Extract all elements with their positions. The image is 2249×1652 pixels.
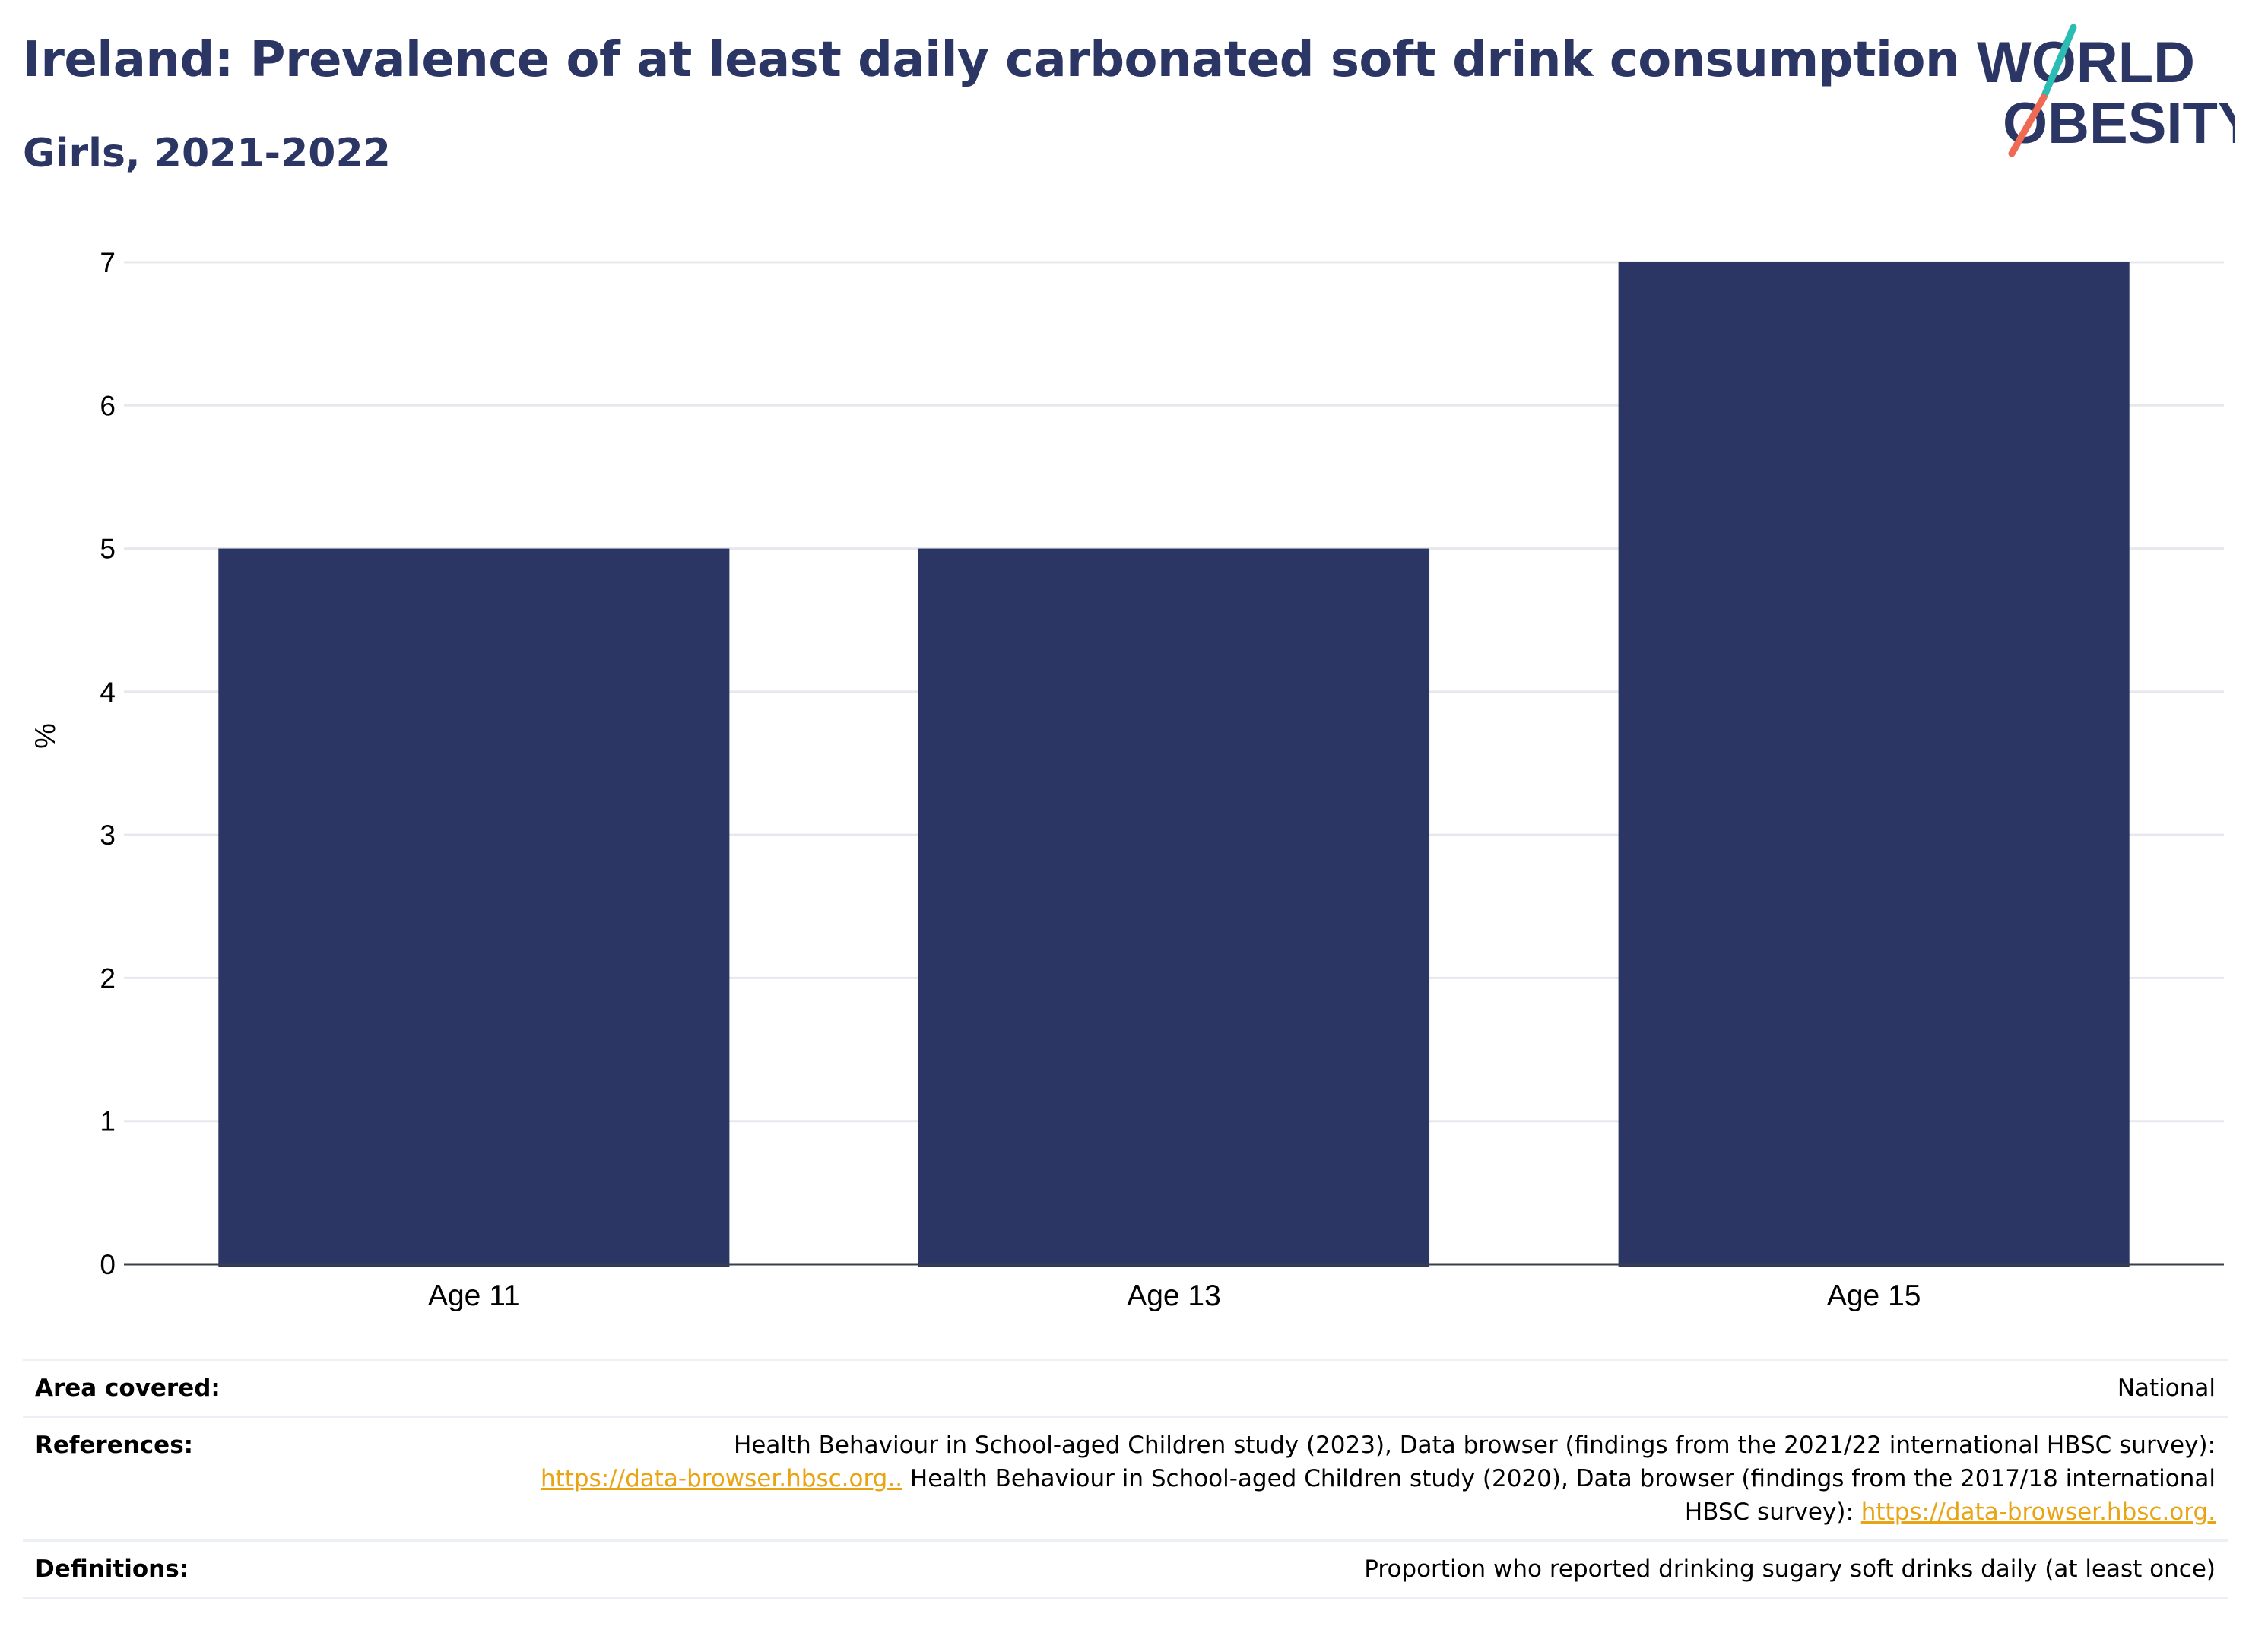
x-tick-label: Age 11 xyxy=(428,1279,520,1312)
definitions-label: Definitions: xyxy=(23,1539,473,1599)
chart-subtitle: Girls, 2021-2022 xyxy=(23,131,391,176)
bar-chart: 0 1 2 3 4 5 6 7 Age 11 Age 13 Age 15 % xyxy=(30,247,2224,1312)
references-label: References: xyxy=(23,1416,473,1542)
logo-slash-teal xyxy=(2040,24,2077,101)
y-tick-label: 0 xyxy=(100,1249,116,1280)
logo-slash-coral xyxy=(2008,94,2048,157)
axes: 0 1 2 3 4 5 6 7 Age 11 Age 13 Age 15 xyxy=(100,247,2224,1312)
y-tick-label: 5 xyxy=(100,534,116,565)
bar[interactable] xyxy=(918,548,1430,1267)
y-tick-label: 3 xyxy=(100,820,116,851)
references-link-2[interactable]: https://data-browser.hbsc.org. xyxy=(1860,1498,2216,1526)
bar[interactable] xyxy=(218,548,730,1267)
y-tick-label: 6 xyxy=(100,390,116,421)
logo-word-world: WORLD xyxy=(1977,30,2195,95)
area-value: National xyxy=(473,1359,2228,1418)
x-tick-label: Age 15 xyxy=(1827,1279,1921,1312)
world-obesity-logo: WORLD OBESITY xyxy=(1977,24,2235,157)
area-row: Area covered: National xyxy=(23,1359,2228,1418)
definitions-row: Definitions: Proportion who reported dri… xyxy=(23,1539,2228,1599)
bar[interactable] xyxy=(1618,262,2130,1267)
references-value: Health Behaviour in School-aged Children… xyxy=(473,1416,2228,1542)
references-text-1: Health Behaviour in School-aged Children… xyxy=(734,1432,2216,1459)
chart-title: Ireland: Prevalence of at least daily ca… xyxy=(23,32,1960,88)
x-tick-label: Age 13 xyxy=(1127,1279,1221,1312)
y-tick-label: 7 xyxy=(100,247,116,278)
y-axis-label: % xyxy=(30,723,62,749)
y-tick-label: 1 xyxy=(100,1106,116,1137)
references-row: References: Health Behaviour in School-a… xyxy=(23,1416,2228,1542)
y-tick-label: 4 xyxy=(100,677,116,708)
references-text-2: Health Behaviour in School-aged Children… xyxy=(902,1465,2216,1526)
info-table: Area covered: National References: Healt… xyxy=(23,1359,2228,1599)
bars xyxy=(218,262,2130,1267)
references-link-1[interactable]: https://data-browser.hbsc.org.. xyxy=(540,1465,903,1492)
y-tick-label: 2 xyxy=(100,962,116,994)
area-label: Area covered: xyxy=(23,1359,473,1418)
definitions-value: Proportion who reported drinking sugary … xyxy=(473,1539,2228,1599)
